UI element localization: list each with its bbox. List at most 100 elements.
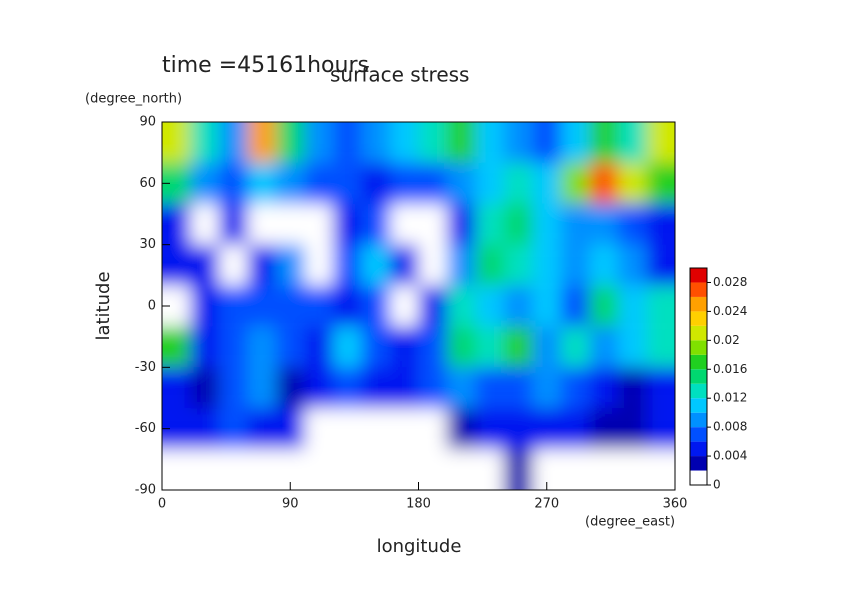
cell — [618, 285, 647, 327]
cell — [561, 122, 590, 163]
cell — [247, 203, 276, 245]
cell — [390, 367, 419, 409]
cell — [532, 408, 561, 450]
cell — [390, 408, 419, 450]
cell — [646, 244, 675, 286]
cell — [561, 203, 590, 245]
cell — [276, 162, 305, 204]
cell — [361, 408, 390, 450]
cell — [276, 408, 305, 450]
cell — [532, 122, 561, 163]
cell — [561, 244, 590, 286]
cell — [390, 162, 419, 204]
cell — [618, 162, 647, 204]
cell — [190, 449, 219, 490]
colorbar-swatch — [690, 268, 707, 283]
colorbar-swatch — [690, 456, 707, 471]
cell — [247, 367, 276, 409]
cell — [333, 244, 362, 286]
cell — [475, 367, 504, 409]
cell — [333, 203, 362, 245]
cell — [247, 326, 276, 368]
cell — [162, 367, 191, 409]
cell — [561, 367, 590, 409]
cell — [219, 367, 248, 409]
cell — [589, 408, 618, 450]
colorbar-tick-label: 0.016 — [713, 362, 747, 376]
x-tick-label: 90 — [282, 497, 299, 512]
cell — [304, 244, 333, 286]
cell — [447, 203, 476, 245]
cell — [219, 162, 248, 204]
colorbar-tick-label: 0.008 — [713, 420, 747, 434]
cell — [219, 326, 248, 368]
cell — [589, 162, 618, 204]
y-tick-label: 90 — [139, 115, 156, 130]
cell — [646, 162, 675, 204]
cell — [276, 122, 305, 163]
y-axis-label: latitude — [93, 271, 114, 340]
cell — [532, 285, 561, 327]
cell — [475, 162, 504, 204]
cell — [390, 326, 419, 368]
cell — [162, 203, 191, 245]
cell — [504, 122, 533, 163]
colorbar-swatch — [690, 354, 707, 370]
cell — [589, 367, 618, 409]
chart-subtitle: time =45161hours — [162, 53, 369, 78]
cell — [304, 408, 333, 450]
cell — [333, 326, 362, 368]
chart-title: surface stress — [330, 63, 469, 87]
cell — [333, 162, 362, 204]
cell — [304, 326, 333, 368]
cell — [418, 122, 447, 163]
cell — [447, 122, 476, 163]
cell — [447, 449, 476, 490]
cell — [162, 326, 191, 368]
cell — [589, 285, 618, 327]
cell — [390, 449, 419, 490]
cell — [447, 408, 476, 450]
colorbar-swatch — [690, 340, 707, 355]
cell — [532, 162, 561, 204]
cell — [247, 449, 276, 490]
cell — [418, 244, 447, 286]
cell — [247, 408, 276, 450]
y-tick-label: -60 — [135, 421, 156, 436]
y-tick-label: 60 — [139, 176, 156, 191]
x-tick-label: 180 — [406, 497, 431, 512]
cell — [475, 203, 504, 245]
colorbar-swatch — [690, 282, 707, 297]
cell — [418, 326, 447, 368]
cell — [190, 203, 219, 245]
colorbar-swatch — [690, 441, 707, 457]
colorbar-swatch — [690, 369, 707, 384]
cell — [475, 122, 504, 163]
cell — [418, 162, 447, 204]
cell — [190, 244, 219, 286]
y-tick-label: 30 — [139, 237, 156, 252]
cell — [361, 285, 390, 327]
cell — [646, 326, 675, 368]
y-tick-label: -30 — [135, 360, 156, 375]
x-tick-label: 360 — [663, 497, 688, 512]
cell — [618, 244, 647, 286]
cell — [333, 285, 362, 327]
cell — [618, 408, 647, 450]
cell — [361, 162, 390, 204]
cell — [390, 244, 419, 286]
y-tick-label: -90 — [135, 483, 156, 498]
field — [162, 122, 675, 490]
cell — [504, 203, 533, 245]
colorbar-swatch — [690, 427, 707, 442]
cell — [475, 326, 504, 368]
colorbar-tick-label: 0.02 — [713, 333, 740, 347]
cell — [247, 244, 276, 286]
colorbar-swatch — [690, 296, 707, 312]
cell — [589, 244, 618, 286]
y-tick-label: 0 — [148, 299, 156, 314]
cell — [447, 285, 476, 327]
cell — [589, 449, 618, 490]
cell — [162, 449, 191, 490]
